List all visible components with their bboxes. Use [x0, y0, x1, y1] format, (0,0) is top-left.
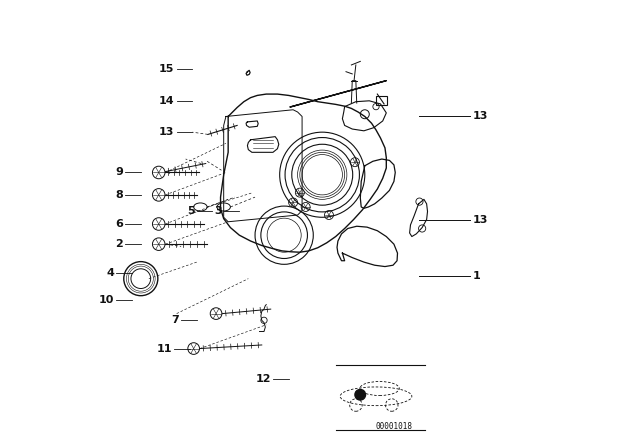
Text: 7: 7	[171, 315, 179, 325]
Text: 8: 8	[115, 190, 123, 200]
Text: 11: 11	[157, 345, 172, 354]
Text: 00001018: 00001018	[376, 422, 412, 431]
Text: 2: 2	[115, 239, 123, 249]
Text: 4: 4	[106, 268, 114, 278]
Text: 13: 13	[472, 215, 488, 224]
Text: 5: 5	[187, 206, 195, 215]
Text: 10: 10	[99, 295, 114, 305]
Text: 6: 6	[115, 219, 123, 229]
Text: 15: 15	[159, 65, 174, 74]
Text: 12: 12	[255, 374, 271, 383]
Text: 13: 13	[159, 127, 174, 137]
Circle shape	[355, 389, 365, 400]
Text: 1: 1	[472, 271, 480, 280]
Text: 9: 9	[115, 168, 123, 177]
Text: 14: 14	[159, 96, 174, 106]
Text: 3: 3	[214, 206, 221, 215]
Text: 13: 13	[472, 112, 488, 121]
